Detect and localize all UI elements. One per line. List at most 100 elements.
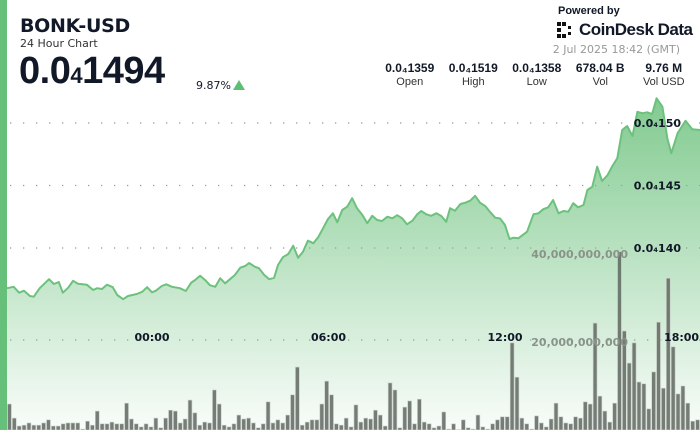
stat-value: 678.04 B: [575, 61, 625, 75]
volume-bar: [285, 414, 290, 430]
volume-bar: [597, 395, 603, 430]
volume-bar: [168, 409, 173, 430]
volume-bar: [275, 419, 281, 430]
volume-bar: [607, 421, 612, 430]
chart-subtitle: 24 Hour Chart: [20, 37, 98, 50]
volume-bar: [461, 419, 466, 430]
volume-bar: [539, 422, 544, 430]
volume-bar: [426, 423, 432, 430]
volume-bar: [7, 403, 12, 430]
coindesk-logo: CoinDesk Data: [557, 20, 693, 40]
volume-bar: [353, 404, 359, 430]
volume-bar: [583, 401, 588, 430]
volume-bar: [65, 422, 71, 430]
volume-bar: [641, 383, 647, 430]
volume-bar: [143, 423, 149, 430]
time-tick-label: 18:00: [664, 331, 699, 344]
volume-bar: [138, 426, 144, 430]
volume-bar: [163, 417, 168, 430]
volume-bar: [553, 402, 559, 430]
volume-bar: [104, 423, 110, 430]
volume-bar: [451, 423, 456, 430]
volume-bar: [231, 423, 237, 430]
volume-bar: [148, 426, 154, 430]
volume-bar: [368, 418, 373, 430]
volume-bar: [685, 402, 691, 430]
timestamp: 2 Jul 2025 18:42 (GMT): [552, 43, 680, 56]
symbol-title: BONK-USD: [20, 15, 130, 37]
volume-bar: [21, 424, 27, 430]
volume-bar: [324, 380, 329, 430]
volume-tick-label: 40,000,000,000: [531, 248, 628, 261]
volume-bar: [334, 423, 339, 430]
volume-bar: [661, 387, 666, 430]
stat-label: Open: [396, 76, 424, 88]
volume-bar: [378, 414, 383, 430]
volume-bar: [329, 394, 334, 430]
volume-bar: [251, 422, 256, 430]
volume-bar: [124, 402, 129, 430]
volume-bar: [173, 410, 178, 430]
volume-bar: [12, 417, 17, 430]
volume-bar: [56, 425, 61, 430]
volume-bar: [290, 394, 295, 430]
volume-bar: [500, 416, 505, 430]
price-digits: 1494: [82, 50, 165, 92]
volume-bar: [407, 400, 412, 430]
volume-bar: [339, 424, 344, 430]
volume-bar: [548, 418, 554, 430]
volume-bar: [90, 424, 95, 430]
volume-bar: [16, 425, 22, 430]
price-points: [6, 98, 700, 300]
volume-bar: [573, 416, 578, 430]
volume-bar: [495, 419, 500, 430]
time-tick-label: 00:00: [134, 331, 169, 344]
volume-bar: [314, 419, 320, 430]
volume-bar: [436, 425, 442, 430]
time-tick-label: 12:00: [488, 331, 523, 344]
stat-vol-usd: 9.76 M Vol USD: [632, 61, 696, 88]
volume-bar: [300, 424, 305, 430]
volume-bar: [153, 417, 159, 430]
volume-bar: [95, 410, 100, 430]
volume-bar: [695, 419, 700, 430]
volume-bar: [217, 403, 222, 430]
volume-bar: [631, 342, 637, 430]
volume-bar: [612, 402, 617, 430]
volume-bar: [187, 399, 193, 430]
volume-bar: [417, 398, 422, 430]
volume-bar: [75, 422, 81, 430]
volume-bar: [192, 412, 198, 430]
volume-bar: [412, 423, 417, 430]
volume-bar: [41, 422, 46, 430]
volume-bar: [392, 389, 398, 430]
volume-bar: [212, 389, 217, 430]
volume-bar: [295, 366, 300, 430]
volume-bar: [670, 346, 676, 430]
volume-bar: [260, 423, 266, 430]
current-price: 0.041494: [19, 50, 165, 93]
volume-bar: [475, 414, 481, 430]
volume-bar: [509, 342, 515, 430]
volume-bar: [568, 423, 573, 430]
volume-bar: [514, 376, 520, 430]
volume-tick-label: 20,000,000,000: [531, 336, 628, 349]
volume-bar: [651, 371, 656, 430]
volume-bar: [358, 421, 364, 430]
stats-row: 0.0₄1359 Open 0.0₄1519 High 0.0₄1358 Low 67…: [378, 61, 696, 88]
price-area: [7, 98, 700, 430]
price-zero-count: 4: [70, 63, 83, 88]
volume-bar: [373, 409, 378, 430]
volume-bar: [85, 420, 90, 430]
stat-vol: 678.04 B Vol: [569, 61, 633, 88]
price-tick-label: 0.0₄145: [634, 180, 681, 193]
up-triangle-icon: [233, 80, 245, 90]
volume-bar: [70, 422, 76, 430]
volume-bar: [280, 422, 285, 430]
volume-bar: [221, 424, 227, 430]
price-tick-label: 0.0₄150: [634, 117, 682, 130]
coindesk-logo-icon: [557, 22, 575, 38]
volume-bar: [563, 422, 569, 430]
volume-bar: [534, 415, 539, 430]
volume-bar: [129, 418, 134, 430]
